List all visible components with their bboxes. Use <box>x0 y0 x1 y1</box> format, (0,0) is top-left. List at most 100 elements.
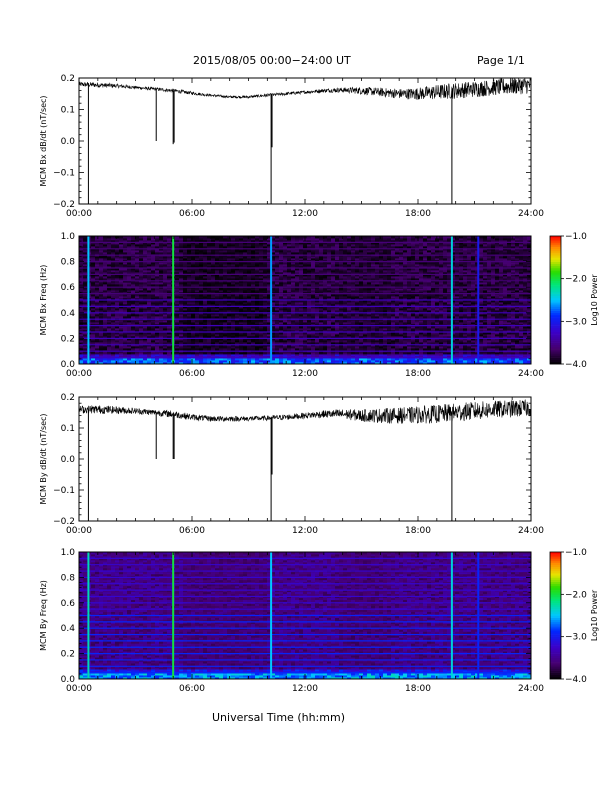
spectrogram-cell <box>83 352 88 355</box>
spectrogram-cell <box>159 278 164 281</box>
spectrogram-cell <box>103 240 108 243</box>
spectrogram-cell <box>143 240 148 243</box>
spectrogram-cell <box>187 264 192 267</box>
spectrogram-cell <box>111 282 116 285</box>
spectrogram-cell <box>91 276 96 279</box>
spectrogram-cell <box>99 272 104 275</box>
spectrogram-cell <box>91 326 96 329</box>
spectrogram-cell <box>147 348 152 351</box>
spectrogram-cell <box>167 342 172 345</box>
spectrogram-cell <box>191 342 196 345</box>
spectrogram-cell <box>83 338 88 341</box>
spectrogram-cell <box>115 244 120 247</box>
spectrogram-cell <box>239 302 244 305</box>
spectrogram-cell <box>183 304 188 307</box>
spectrogram-cell <box>131 262 136 265</box>
spectrogram-cell <box>135 236 140 239</box>
spectrogram-cell <box>135 334 140 337</box>
spectrogram-cell <box>159 288 164 291</box>
spectrogram-cell <box>139 348 144 351</box>
spectrogram-cell <box>179 334 184 337</box>
spectrogram-cell <box>79 336 84 339</box>
spectrogram-cell <box>167 238 172 241</box>
spectrogram-cell <box>179 252 184 255</box>
spectrogram-cell <box>135 268 140 271</box>
spectrogram-cell <box>199 352 204 355</box>
spectrogram-cell <box>163 288 168 291</box>
spectrogram-cell <box>155 304 160 307</box>
spectrogram-cell <box>139 258 144 261</box>
spectrogram-cell <box>135 256 140 259</box>
spectrogram-cell <box>139 282 144 285</box>
spectrogram-cell <box>203 264 208 267</box>
spectrogram-cell <box>183 296 188 299</box>
spectrogram-cell <box>203 362 208 365</box>
y-tick-label: −0.1 <box>53 169 75 179</box>
spectrogram-cell <box>207 238 212 241</box>
spectrogram-cell <box>131 342 136 345</box>
spectrogram-cell <box>235 304 240 307</box>
spectrogram-cell <box>219 306 224 309</box>
spectrogram-cell <box>155 238 160 241</box>
spectrogram-cell <box>143 264 148 267</box>
spectrogram-cell <box>187 276 192 279</box>
spectrogram-cell <box>83 296 88 299</box>
spectrogram-cell <box>163 236 168 239</box>
spectrogram-cell <box>159 310 164 313</box>
spectrogram-cell <box>211 346 216 349</box>
spectrogram-cell <box>155 326 160 329</box>
spectrogram-cell <box>139 290 144 293</box>
spectrogram-cell <box>107 342 112 345</box>
spectrogram-cell <box>219 240 224 243</box>
spectrogram-cell <box>199 362 204 365</box>
spectrogram-cell <box>95 262 100 265</box>
spectrogram-cell <box>139 326 144 329</box>
spectrogram-cell <box>119 354 124 357</box>
spectrogram-cell <box>163 320 168 323</box>
spectrogram-cell <box>127 298 132 301</box>
spectrogram-cell <box>231 354 236 357</box>
spectrogram-cell <box>115 320 120 323</box>
spectrogram-cell <box>195 308 200 311</box>
spectrogram-cell <box>167 268 172 271</box>
spectrogram-cell <box>111 236 116 239</box>
spectrogram-cell <box>119 270 124 273</box>
spectrogram-cell <box>219 244 224 247</box>
spectrogram-cell <box>119 320 124 323</box>
spectrogram-cell <box>199 262 204 265</box>
spectrogram-cell <box>203 288 208 291</box>
spectrogram-cell <box>151 246 156 249</box>
spectrogram-cell <box>143 338 148 341</box>
spectrogram-cell <box>215 302 220 305</box>
spectrogram-cell <box>179 240 184 243</box>
spectrogram-cell <box>223 328 228 331</box>
spectrogram-cell <box>123 352 128 355</box>
spectrogram-cell <box>163 310 168 313</box>
spectrogram-cell <box>151 274 156 277</box>
spectrogram-cell <box>199 250 204 253</box>
spectrogram-cell <box>103 246 108 249</box>
spectrogram-cell <box>143 246 148 249</box>
spectrogram-cell <box>219 242 224 245</box>
spectrogram-cell <box>107 284 112 287</box>
spectrogram-cell <box>115 330 120 333</box>
spectrogram-cell <box>191 314 196 317</box>
spectrogram-cell <box>123 306 128 309</box>
spectrogram-cell <box>219 262 224 265</box>
spectrogram-cell <box>135 288 140 291</box>
spectrogram-cell <box>151 336 156 339</box>
spectrogram-cell <box>163 338 168 341</box>
spectrogram-cell <box>143 256 148 259</box>
spectrogram-cell <box>99 328 104 331</box>
spectrogram-cell <box>147 268 152 271</box>
spectrogram-cell <box>83 250 88 253</box>
spectrogram-cell <box>175 270 180 273</box>
spectrogram-cell <box>179 244 184 247</box>
spectrogram-cell <box>151 264 156 267</box>
spectrogram-cell <box>231 258 236 261</box>
spectrogram-cell <box>187 294 192 297</box>
spectrogram-cell <box>195 304 200 307</box>
spectrogram-cell <box>83 334 88 337</box>
spectrogram-cell <box>175 326 180 329</box>
spectrogram-cell <box>147 314 152 317</box>
